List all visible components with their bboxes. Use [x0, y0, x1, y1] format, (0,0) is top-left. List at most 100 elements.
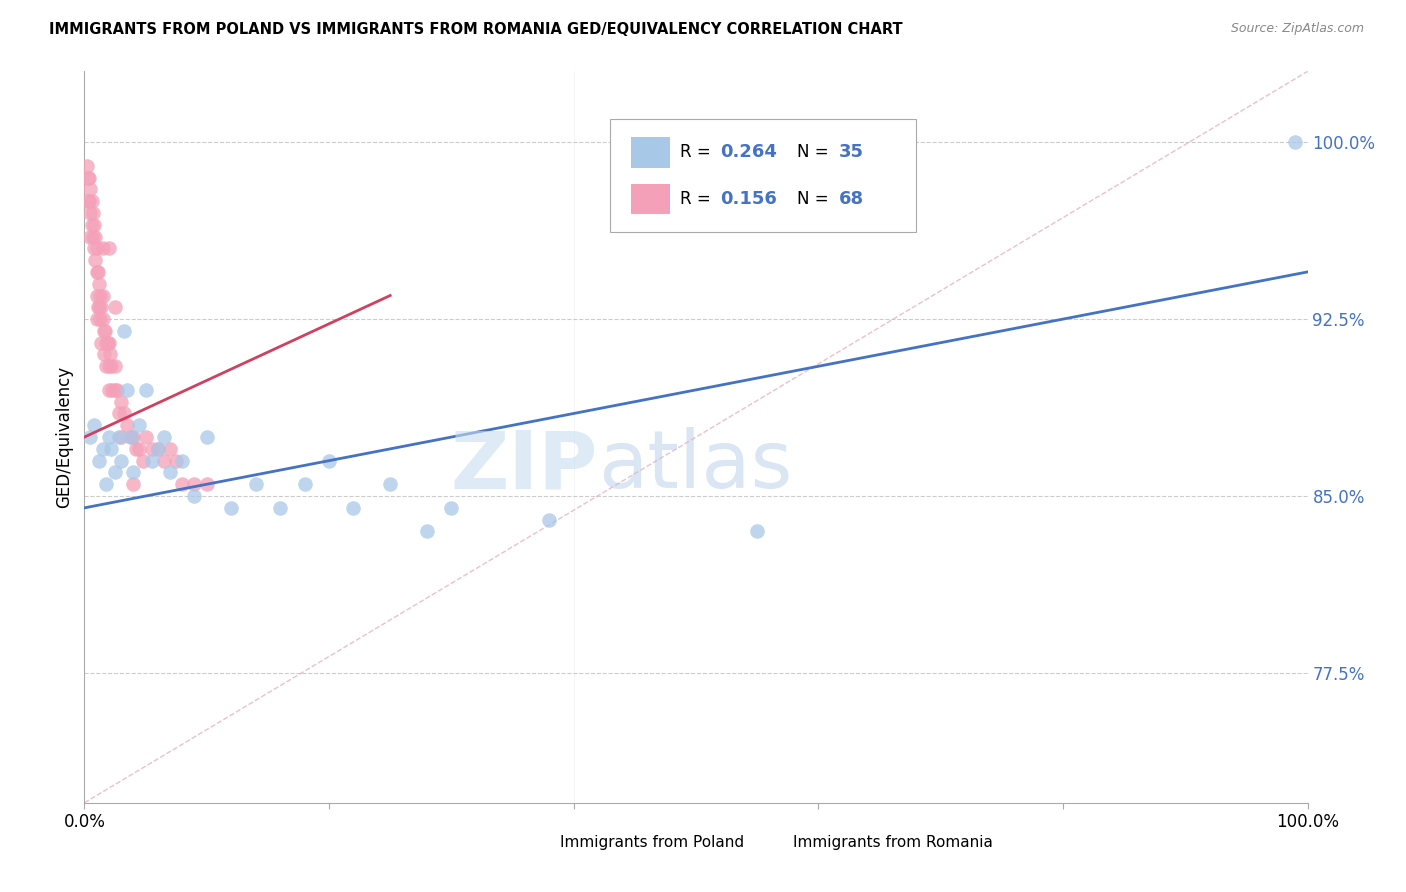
Point [91, 288, 114, 302]
Text: R =: R = [681, 144, 716, 161]
Point [104, 466, 127, 480]
Point [122, 430, 145, 444]
Point [110, 453, 132, 467]
Point [112, 324, 135, 338]
Point [83, 218, 105, 232]
Point [97, 335, 120, 350]
Point [153, 453, 176, 467]
Point [89, 312, 111, 326]
Bar [631, 136, 671, 168]
Point [86, 241, 108, 255]
Point [416, 524, 439, 539]
Point [104, 301, 127, 315]
Point [97, 430, 120, 444]
Point [110, 394, 132, 409]
Point [96, 477, 118, 491]
Point [195, 430, 218, 444]
Point [91, 442, 114, 456]
Point [86, 265, 108, 279]
Point [135, 430, 157, 444]
Point [79, 182, 101, 196]
Point [159, 442, 181, 456]
Text: Immigrants from Poland: Immigrants from Poland [560, 835, 744, 850]
Point [120, 430, 142, 444]
Point [172, 477, 194, 491]
Point [79, 229, 101, 244]
Point [159, 466, 181, 480]
Point [110, 430, 132, 444]
Point [97, 383, 120, 397]
Point [104, 383, 127, 397]
Point [128, 418, 150, 433]
Point [90, 301, 112, 315]
Point [89, 288, 111, 302]
Point [219, 500, 242, 515]
Point [172, 453, 194, 467]
Point [93, 324, 115, 338]
Bar [751, 830, 786, 854]
Text: N =: N = [797, 190, 834, 208]
Point [91, 241, 114, 255]
Point [1284, 135, 1306, 149]
Point [107, 407, 129, 421]
Point [165, 453, 187, 467]
Text: 0.264: 0.264 [720, 144, 778, 161]
Point [141, 453, 163, 467]
Point [87, 277, 110, 291]
Text: 68: 68 [839, 190, 865, 208]
Point [115, 383, 138, 397]
Y-axis label: GED/Equivalency: GED/Equivalency [55, 366, 73, 508]
Point [83, 418, 105, 433]
Point [538, 513, 561, 527]
Point [128, 442, 150, 456]
Point [96, 359, 118, 374]
Text: ZIP: ZIP [451, 427, 598, 506]
Point [84, 229, 107, 244]
Bar [519, 830, 553, 854]
Point [80, 218, 103, 232]
Text: Immigrants from Romania: Immigrants from Romania [793, 835, 993, 850]
Point [269, 500, 291, 515]
Point [107, 430, 129, 444]
Point [84, 253, 107, 268]
Point [83, 241, 105, 255]
Point [122, 477, 145, 491]
Point [146, 442, 169, 456]
Point [79, 430, 101, 444]
Point [87, 453, 110, 467]
Point [104, 359, 127, 374]
Point [105, 383, 128, 397]
Point [380, 477, 402, 491]
Point [90, 335, 112, 350]
Point [86, 288, 108, 302]
Point [115, 418, 138, 433]
Point [183, 477, 205, 491]
Point [96, 335, 118, 350]
Point [82, 229, 104, 244]
Point [100, 359, 122, 374]
Point [146, 442, 169, 456]
Point [153, 430, 176, 444]
Point [122, 466, 145, 480]
Point [76, 159, 98, 173]
Point [87, 301, 110, 315]
Point [120, 430, 142, 444]
Text: 0.156: 0.156 [720, 190, 778, 208]
Point [79, 206, 101, 220]
Point [94, 324, 117, 338]
Point [93, 347, 115, 361]
Point [183, 489, 205, 503]
Point [98, 347, 121, 361]
Point [195, 477, 218, 491]
Point [101, 383, 124, 397]
Point [82, 206, 104, 220]
Text: IMMIGRANTS FROM POLAND VS IMMIGRANTS FROM ROMANIA GED/EQUIVALENCY CORRELATION CH: IMMIGRANTS FROM POLAND VS IMMIGRANTS FRO… [49, 22, 903, 37]
Point [318, 453, 340, 467]
Point [77, 194, 100, 208]
Point [112, 407, 135, 421]
Text: Source: ZipAtlas.com: Source: ZipAtlas.com [1230, 22, 1364, 36]
Point [91, 312, 114, 326]
Point [100, 442, 122, 456]
Point [77, 194, 100, 208]
Point [342, 500, 364, 515]
